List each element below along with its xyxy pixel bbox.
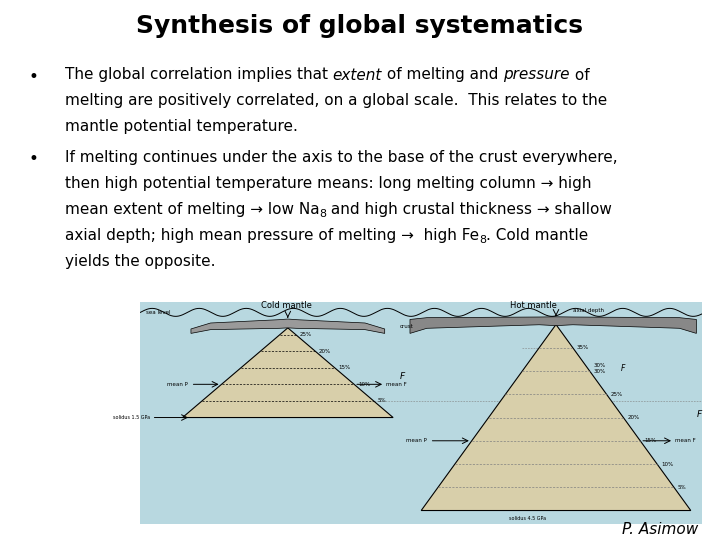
Text: 15%: 15% [644,438,657,443]
Text: 35%: 35% [577,345,589,350]
Text: F: F [696,410,701,418]
Text: melting are positively correlated, on a global scale.  This relates to the: melting are positively correlated, on a … [65,93,607,109]
Text: 25%: 25% [611,392,623,397]
Text: then high potential temperature means: long melting column → high: then high potential temperature means: l… [65,177,591,191]
Text: 10%: 10% [661,462,673,467]
Text: 8: 8 [479,235,486,245]
Bar [140,302,702,524]
Text: mean F: mean F [675,438,696,443]
Text: mantle potential temperature.: mantle potential temperature. [65,119,297,134]
Polygon shape [191,319,384,333]
Text: 15%: 15% [338,365,351,370]
Text: 10%: 10% [358,382,370,387]
Text: sea level: sea level [146,310,171,315]
Text: and high crustal thickness → shallow: and high crustal thickness → shallow [326,202,612,217]
Text: F: F [621,364,625,373]
Text: Cold mantle: Cold mantle [261,301,312,310]
Text: mean P: mean P [406,438,427,443]
Text: 5%: 5% [678,485,686,490]
Text: mean extent of melting → low Na: mean extent of melting → low Na [65,202,320,217]
Text: The global correlation implies that: The global correlation implies that [65,68,333,83]
Text: 30%: 30% [593,363,606,368]
Text: Hot mantle: Hot mantle [510,301,557,310]
Text: F: F [400,372,405,381]
Text: •: • [29,68,39,85]
Text: •: • [29,151,39,168]
Text: axial depth; high mean pressure of melting →  high Fe: axial depth; high mean pressure of melti… [65,228,479,243]
Text: If melting continues under the axis to the base of the crust everywhere,: If melting continues under the axis to t… [65,151,618,165]
Text: 25%: 25% [300,332,312,337]
Text: 20%: 20% [627,415,639,420]
Text: 20%: 20% [319,349,331,354]
Text: solidus 1.5 GPa: solidus 1.5 GPa [113,415,150,420]
Text: 30%: 30% [593,368,606,374]
Text: pressure: pressure [503,68,570,83]
Polygon shape [421,325,690,510]
Text: . Cold mantle: . Cold mantle [486,228,588,243]
Text: 8: 8 [320,209,326,219]
Text: extent: extent [333,68,382,83]
Text: 5%: 5% [377,399,386,403]
Text: Synthesis of global systematics: Synthesis of global systematics [137,14,583,37]
Text: of: of [570,68,590,83]
Text: axial depth: axial depth [573,308,604,313]
Polygon shape [410,317,696,333]
Polygon shape [183,328,393,417]
Text: crust: crust [400,324,413,329]
Text: solidus 4.5 GPa: solidus 4.5 GPa [509,516,546,521]
Text: mean P: mean P [167,382,188,387]
Text: yields the opposite.: yields the opposite. [65,254,215,269]
Text: P. Asimow: P. Asimow [622,522,698,537]
Text: mean F: mean F [386,382,407,387]
Text: of melting and: of melting and [382,68,503,83]
